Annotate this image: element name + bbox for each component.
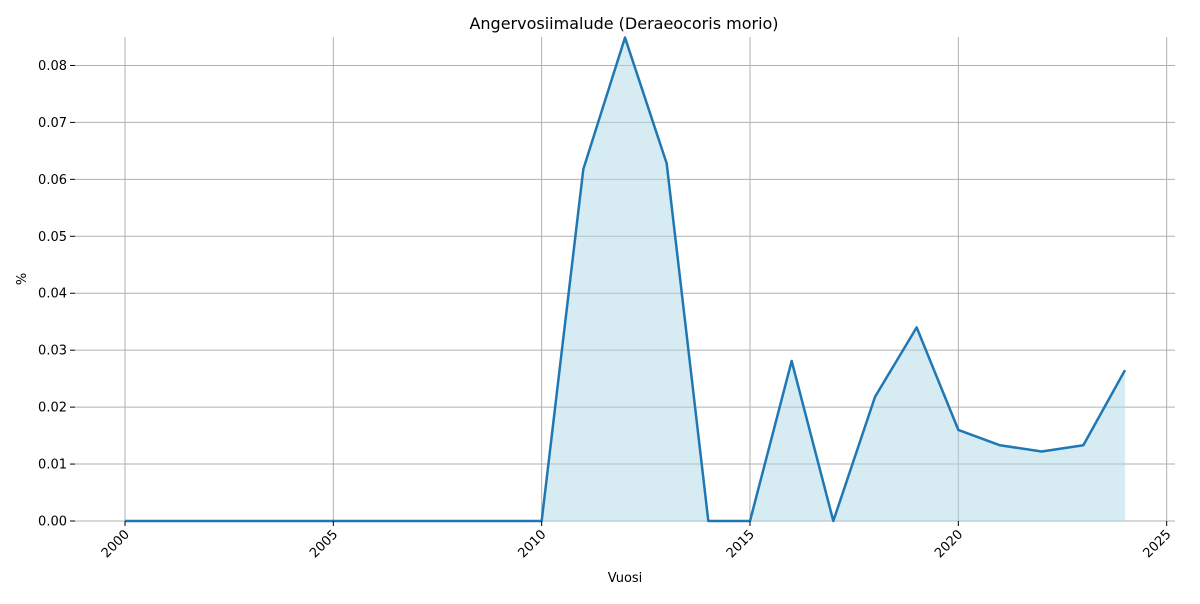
- y-tick-label: 0.04: [38, 287, 67, 302]
- y-tick-label: 0.03: [38, 344, 67, 359]
- y-tick-label: 0.08: [38, 59, 67, 74]
- x-axis-label: Vuosi: [608, 571, 643, 586]
- y-tick-label: 0.00: [38, 515, 67, 530]
- y-axis-label: %: [15, 273, 30, 285]
- y-tick-label: 0.05: [38, 230, 67, 245]
- x-tick-label: 2005: [307, 527, 341, 561]
- y-tick-label: 0.01: [38, 458, 67, 473]
- series-line: [125, 36, 1127, 523]
- x-tick-label: 2015: [724, 527, 758, 561]
- x-tick-label: 2025: [1140, 527, 1174, 561]
- chart-title: Angervosiimalude (Deraeocoris morio): [469, 14, 778, 33]
- y-tick-label: 0.02: [38, 401, 67, 416]
- area-fill: [125, 37, 1125, 522]
- x-tick-label: 2010: [515, 527, 549, 561]
- x-tick-label: 2020: [932, 527, 966, 561]
- y-tick-label: 0.06: [38, 173, 67, 188]
- y-tick-label: 0.07: [38, 116, 67, 131]
- x-tick-label: 2000: [99, 527, 133, 561]
